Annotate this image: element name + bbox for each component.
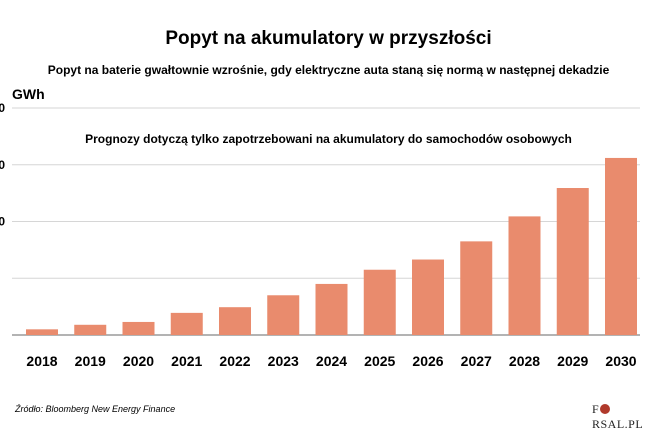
logo-text-end: RSAL.PL — [592, 417, 644, 431]
x-tick-label: 2022 — [219, 353, 250, 369]
bar-2026 — [412, 259, 444, 335]
x-tick-label: 2030 — [605, 353, 636, 369]
y-tick-label: 0 — [0, 215, 5, 229]
bar-2025 — [363, 269, 396, 335]
logo-o-icon — [600, 404, 611, 414]
x-tick-label: 2029 — [557, 353, 588, 369]
x-tick-label: 2028 — [509, 353, 540, 369]
y-tick-label: 0 — [0, 101, 5, 115]
bar-2020 — [122, 321, 155, 335]
x-tick-label: 2019 — [75, 353, 106, 369]
x-tick-label: 2024 — [316, 353, 347, 369]
x-tick-label: 2023 — [268, 353, 299, 369]
x-tick-label: 2018 — [26, 353, 57, 369]
y-axis-unit-label: GWh — [12, 86, 45, 102]
forsal-logo: FRSAL.PL — [592, 402, 657, 432]
x-tick-label: 2020 — [123, 353, 154, 369]
x-tick-label: 2025 — [364, 353, 395, 369]
bar-2028 — [508, 216, 541, 335]
x-tick-label: 2021 — [171, 353, 202, 369]
bar-2018 — [26, 329, 58, 335]
bar-2029 — [556, 188, 589, 335]
bar-2022 — [219, 307, 251, 335]
chart-subtitle: Popyt na baterie gwałtownie wzrośnie, gd… — [47, 63, 610, 77]
chart-note: Prognozy dotyczą tylko zapotrzebowani na… — [85, 132, 572, 146]
logo-text-start: F — [592, 402, 600, 416]
y-tick-label: 0 — [0, 158, 5, 172]
bar-2027 — [460, 241, 493, 335]
chart-title: Popyt na akumulatory w przyszłości — [165, 28, 492, 49]
source-note: Źródło: Bloomberg New Energy Finance — [15, 404, 176, 414]
x-tick-label: 2026 — [412, 353, 443, 369]
bar-2030 — [605, 157, 637, 335]
bar-2024 — [315, 283, 348, 335]
bar-2019 — [74, 324, 107, 335]
bar-2021 — [170, 312, 203, 335]
bar-2023 — [267, 295, 300, 335]
x-tick-label: 2027 — [461, 353, 492, 369]
